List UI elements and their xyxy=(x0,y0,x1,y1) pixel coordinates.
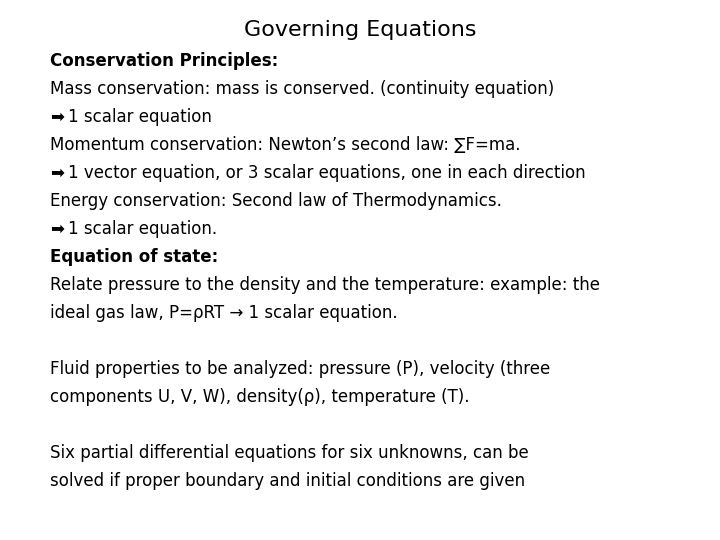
Text: components U, V, W), density(ρ), temperature (T).: components U, V, W), density(ρ), tempera… xyxy=(50,388,469,406)
Text: Governing Equations: Governing Equations xyxy=(244,20,476,40)
Text: Momentum conservation: Newton’s second law: ∑F=ma.: Momentum conservation: Newton’s second l… xyxy=(50,136,521,154)
Text: ➡: ➡ xyxy=(50,164,64,182)
Text: Conservation Principles:: Conservation Principles: xyxy=(50,52,278,70)
Text: Equation of state:: Equation of state: xyxy=(50,248,218,266)
Text: ➡: ➡ xyxy=(50,220,64,238)
Text: 1 scalar equation: 1 scalar equation xyxy=(68,108,212,126)
Text: Mass conservation: mass is conserved. (continuity equation): Mass conservation: mass is conserved. (c… xyxy=(50,80,554,98)
Text: ➡: ➡ xyxy=(50,108,64,126)
Text: 1 scalar equation.: 1 scalar equation. xyxy=(68,220,217,238)
Text: Fluid properties to be analyzed: pressure (P), velocity (three: Fluid properties to be analyzed: pressur… xyxy=(50,360,550,378)
Text: Six partial differential equations for six unknowns, can be: Six partial differential equations for s… xyxy=(50,444,528,462)
Text: solved if proper boundary and initial conditions are given: solved if proper boundary and initial co… xyxy=(50,472,525,490)
Text: Relate pressure to the density and the temperature: example: the: Relate pressure to the density and the t… xyxy=(50,276,600,294)
Text: 1 vector equation, or 3 scalar equations, one in each direction: 1 vector equation, or 3 scalar equations… xyxy=(68,164,585,182)
Text: Energy conservation: Second law of Thermodynamics.: Energy conservation: Second law of Therm… xyxy=(50,192,502,210)
Text: ideal gas law, P=ρRT → 1 scalar equation.: ideal gas law, P=ρRT → 1 scalar equation… xyxy=(50,304,397,322)
